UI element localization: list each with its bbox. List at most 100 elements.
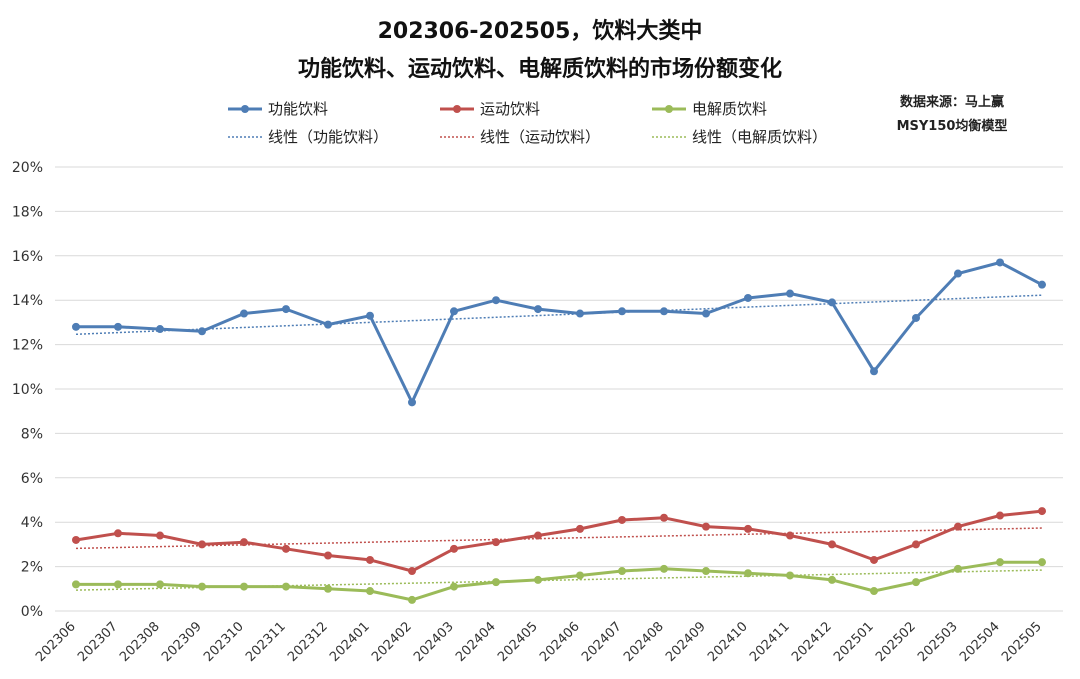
- data-point[interactable]: [660, 564, 668, 573]
- y-axis-ticks: 0% 2% 4% 6% 8% 10% 12% 14% 16% 18% 20%: [12, 160, 43, 620]
- legend: 功能饮料 运动饮料 电解质饮料 线性（功能饮料） 线性（运动饮料） 线性（电解质…: [228, 100, 827, 146]
- data-point[interactable]: [72, 535, 80, 544]
- data-point[interactable]: [828, 298, 836, 307]
- data-point[interactable]: [744, 293, 752, 302]
- legend-label-electrolyte: 电解质饮料: [692, 100, 767, 118]
- x-axis-ticks: 2023062023072023082023092023102023112023…: [33, 619, 1045, 665]
- data-point[interactable]: [744, 524, 752, 533]
- data-point[interactable]: [282, 582, 290, 591]
- data-point[interactable]: [408, 567, 416, 576]
- data-point[interactable]: [576, 571, 584, 580]
- data-point[interactable]: [534, 305, 542, 314]
- data-point[interactable]: [324, 551, 332, 560]
- data-point[interactable]: [996, 258, 1004, 267]
- y-tick-label: 8%: [21, 426, 43, 442]
- data-point[interactable]: [492, 538, 500, 547]
- data-point[interactable]: [282, 544, 290, 553]
- y-tick-label: 10%: [12, 382, 43, 398]
- data-point[interactable]: [1038, 280, 1046, 289]
- data-point[interactable]: [324, 584, 332, 593]
- data-point[interactable]: [954, 564, 962, 573]
- legend-item-electrolyte[interactable]: 电解质饮料: [652, 100, 767, 118]
- data-point[interactable]: [408, 595, 416, 604]
- data-point[interactable]: [870, 555, 878, 564]
- data-point[interactable]: [240, 538, 248, 547]
- y-tick-label: 0%: [21, 604, 43, 620]
- data-point[interactable]: [660, 513, 668, 522]
- data-point[interactable]: [912, 313, 920, 322]
- data-point[interactable]: [72, 580, 80, 589]
- data-point[interactable]: [954, 522, 962, 531]
- data-point[interactable]: [450, 544, 458, 553]
- data-point[interactable]: [576, 524, 584, 533]
- data-point[interactable]: [114, 529, 122, 538]
- data-point[interactable]: [1038, 558, 1046, 567]
- data-point[interactable]: [114, 580, 122, 589]
- data-point[interactable]: [1038, 507, 1046, 516]
- data-point[interactable]: [240, 309, 248, 318]
- legend-label-trend-functional: 线性（功能饮料）: [268, 128, 388, 146]
- data-point[interactable]: [576, 309, 584, 318]
- legend-item-trend-electrolyte[interactable]: 线性（电解质饮料）: [652, 128, 827, 146]
- data-point[interactable]: [198, 582, 206, 591]
- data-point[interactable]: [450, 582, 458, 591]
- trendline-series-1: [75, 527, 1043, 550]
- data-point[interactable]: [198, 540, 206, 549]
- data-point[interactable]: [492, 578, 500, 587]
- data-point[interactable]: [996, 558, 1004, 567]
- legend-item-sports[interactable]: 运动饮料: [440, 100, 540, 118]
- legend-item-trend-sports[interactable]: 线性（运动饮料）: [440, 128, 600, 146]
- data-point[interactable]: [702, 309, 710, 318]
- trendlines: [75, 294, 1043, 591]
- x-tick-label: 202312: [285, 619, 331, 665]
- x-tick-label: 202308: [117, 619, 163, 665]
- data-point[interactable]: [408, 398, 416, 407]
- data-point[interactable]: [912, 578, 920, 587]
- data-point[interactable]: [366, 587, 374, 596]
- data-point[interactable]: [156, 325, 164, 334]
- data-point[interactable]: [366, 311, 374, 320]
- data-point[interactable]: [534, 531, 542, 540]
- data-point[interactable]: [786, 571, 794, 580]
- y-tick-label: 2%: [21, 560, 43, 576]
- data-point[interactable]: [870, 367, 878, 376]
- data-point[interactable]: [618, 515, 626, 524]
- x-tick-label: 202306: [33, 619, 79, 665]
- data-point[interactable]: [786, 289, 794, 298]
- x-tick-label: 202309: [159, 619, 205, 665]
- data-point[interactable]: [72, 322, 80, 331]
- data-point[interactable]: [156, 531, 164, 540]
- data-point[interactable]: [492, 296, 500, 305]
- data-point[interactable]: [282, 305, 290, 314]
- data-point[interactable]: [534, 575, 542, 584]
- data-point[interactable]: [450, 307, 458, 316]
- data-point[interactable]: [828, 575, 836, 584]
- data-point[interactable]: [618, 307, 626, 316]
- data-point[interactable]: [156, 580, 164, 589]
- x-tick-label: 202504: [957, 619, 1003, 665]
- y-tick-label: 12%: [12, 338, 43, 354]
- data-point[interactable]: [912, 540, 920, 549]
- data-point[interactable]: [366, 555, 374, 564]
- data-point[interactable]: [996, 511, 1004, 520]
- x-tick-label: 202307: [75, 619, 121, 665]
- data-point[interactable]: [324, 320, 332, 329]
- data-point[interactable]: [870, 587, 878, 596]
- data-point[interactable]: [618, 567, 626, 576]
- legend-item-functional[interactable]: 功能饮料: [228, 100, 328, 118]
- data-point[interactable]: [702, 522, 710, 531]
- data-point[interactable]: [954, 269, 962, 278]
- data-point[interactable]: [744, 569, 752, 578]
- data-point[interactable]: [198, 327, 206, 336]
- data-point[interactable]: [114, 322, 122, 331]
- chart-title-line1: 202306-202505，饮料大类中: [378, 19, 703, 44]
- data-point[interactable]: [786, 531, 794, 540]
- series-line-0: [76, 261, 1043, 404]
- x-tick-label: 202310: [201, 619, 247, 665]
- data-point[interactable]: [828, 540, 836, 549]
- data-point[interactable]: [702, 567, 710, 576]
- data-point[interactable]: [240, 582, 248, 591]
- data-point[interactable]: [660, 307, 668, 316]
- legend-item-trend-functional[interactable]: 线性（功能饮料）: [228, 128, 388, 146]
